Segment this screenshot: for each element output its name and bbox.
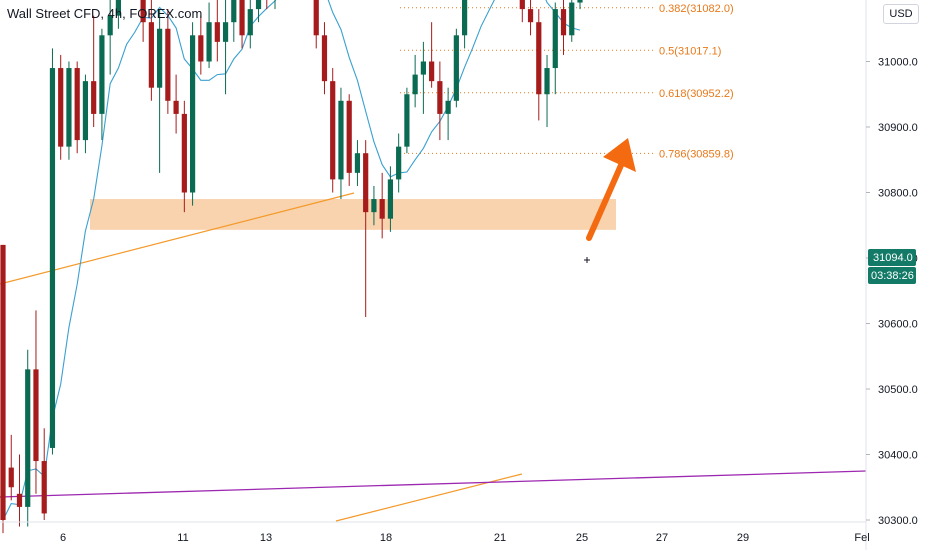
candle-body: [330, 81, 336, 180]
support-resistance-zones: [90, 199, 616, 230]
candle-body: [58, 68, 64, 147]
candle-body: [379, 199, 385, 219]
arrow-head-icon: [603, 138, 636, 172]
orange-upper-trendline: [0, 192, 355, 285]
y-tick-label: 31100.0: [878, 0, 917, 3]
bar-countdown-timer: 03:38:26: [871, 270, 914, 282]
y-tick-label: 30400.0: [878, 450, 918, 462]
candle-body: [429, 61, 435, 82]
candle-body: [453, 35, 459, 101]
y-tick-label: 30500.0: [878, 384, 918, 396]
y-tick-label: 30600.0: [878, 319, 918, 331]
candle-body: [354, 153, 361, 173]
trendlines: [0, 192, 867, 522]
candle-body: [462, 0, 468, 36]
candle-body: [66, 68, 72, 147]
fib-level-label: 0.5(31017.1): [659, 45, 721, 57]
y-tick-label: 30300.0: [878, 515, 918, 527]
candle-body: [420, 61, 426, 75]
moving-average-line: [2, 0, 581, 521]
x-tick-label: 29: [737, 532, 749, 544]
candle-body: [519, 0, 525, 10]
time-axis[interactable]: 6 11 13 18 21 25 27 29 Fel: [60, 532, 870, 544]
last-price-value: 31094.0: [873, 252, 913, 264]
candle-body: [189, 35, 196, 193]
candle-body: [222, 22, 229, 42]
x-tick-label: 27: [656, 532, 668, 544]
x-tick-label: 18: [380, 532, 392, 544]
purple-trendline: [0, 470, 867, 498]
x-tick-label: Fel: [854, 532, 869, 544]
y-tick-label: 30900.0: [878, 122, 918, 134]
chart-title: Wall Street CFD, 4h, FOREX.com: [7, 6, 203, 21]
candle-body: [363, 153, 369, 213]
x-tick-label: 21: [494, 532, 506, 544]
candle-body: [239, 0, 245, 36]
candle-body: [387, 179, 394, 219]
candle-body: [173, 100, 179, 114]
candle-body: [165, 28, 171, 101]
fib-level-label: 0.786(30859.8): [659, 148, 734, 160]
candle-body: [404, 94, 410, 147]
candle-body: [346, 100, 352, 173]
x-tick-label: 25: [576, 532, 588, 544]
crosshair-icon: [584, 257, 590, 263]
orange-lower-trendline: [335, 473, 523, 522]
candle-body: [544, 68, 550, 95]
candle-body: [99, 35, 105, 114]
projection-arrow: [586, 138, 636, 241]
y-tick-label: 31000.0: [878, 57, 918, 69]
candle-body: [91, 81, 97, 114]
candle-body: [371, 199, 377, 213]
candle-body: [214, 22, 220, 42]
candle-body: [412, 74, 418, 95]
currency-button[interactable]: USD: [883, 4, 919, 24]
last-price-tag: 31094.0 03:38:26: [868, 249, 916, 284]
candle-body: [536, 22, 542, 95]
candle-body: [8, 467, 14, 488]
candle-body: [396, 146, 402, 180]
candle-body: [231, 0, 237, 23]
candle-body: [206, 22, 212, 62]
candle-body: [552, 9, 558, 69]
candle-body: [527, 9, 534, 23]
candle-body: [437, 81, 443, 114]
candle-body: [247, 9, 253, 36]
candle-body: [313, 0, 319, 36]
candle-body: [16, 493, 23, 507]
arrow-shaft: [586, 160, 625, 241]
price-zone: [90, 199, 616, 230]
candle-body: [321, 35, 328, 82]
candle-body: [0, 244, 6, 520]
candle-body: [115, 0, 121, 16]
candle-body: [569, 2, 575, 36]
y-tick-label: 30800.0: [878, 188, 918, 200]
candle-body: [49, 68, 56, 448]
candle-body: [140, 0, 146, 23]
candle-body: [445, 100, 451, 114]
candle-body: [82, 81, 89, 141]
fib-level-label: 0.618(30952.2): [659, 88, 734, 100]
candle-body: [338, 100, 344, 180]
candles: [0, 0, 583, 534]
fib-level-label: 0.382(31082.0): [659, 3, 734, 15]
candle-body: [107, 15, 113, 36]
candle-body: [560, 9, 567, 36]
x-tick-label: 11: [177, 532, 188, 544]
candle-body: [148, 22, 154, 88]
candle-body: [255, 0, 262, 10]
x-tick-label: 13: [260, 532, 272, 544]
candle-body: [198, 35, 204, 62]
x-tick-label: 6: [60, 532, 66, 544]
candle-body: [41, 461, 47, 514]
candle-body: [577, 0, 583, 3]
candle-body: [33, 369, 39, 462]
candle-body: [25, 369, 31, 507]
candle-body: [157, 28, 163, 88]
fibonacci-retracement: 0.382(31082.0) 0.5(31017.1) 0.618(30952.2)…: [400, 3, 734, 160]
candle-body: [74, 68, 80, 141]
candle-body: [181, 113, 187, 193]
